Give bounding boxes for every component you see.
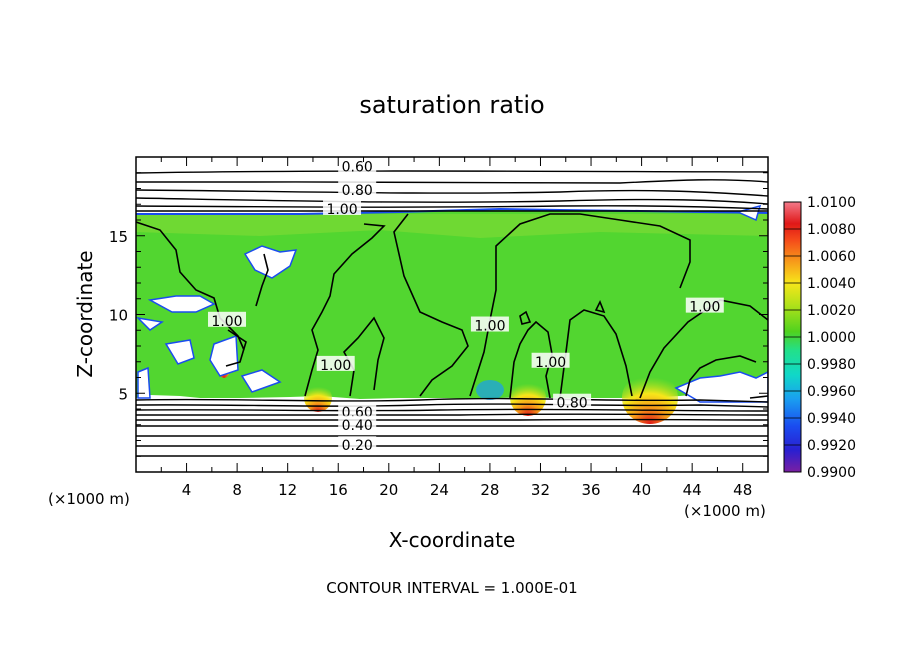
- contour-label-bg: [531, 352, 570, 368]
- x-tick-label: 16: [329, 481, 348, 499]
- dry-patch-1: [243, 245, 298, 279]
- contour-label-bg: [338, 415, 377, 431]
- contour-label-bg: [553, 393, 592, 409]
- dry-patch-5: [209, 334, 239, 377]
- contour-label: 1.00: [535, 355, 566, 371]
- colorbar-tick-label: 1.0020: [807, 303, 856, 319]
- y-axis-label: Z-coordinate: [73, 250, 97, 377]
- chart-title: saturation ratio: [359, 91, 544, 119]
- colorbar-tick-label: 0.9940: [807, 411, 856, 427]
- contour-interval-footer: CONTOUR INTERVAL = 1.000E-01: [326, 579, 577, 597]
- x-axis-unit-right: (×1000 m): [684, 502, 766, 520]
- contour-labels: 0.600.801.001.001.001.001.001.000.800.60…: [208, 157, 724, 454]
- colorbar-ticks: 0.9900 0.9920 0.9940 0.9960 0.9980 1.0000 1.00…: [784, 195, 856, 481]
- contour-label: 0.80: [556, 396, 587, 412]
- x-tick-label: 40: [632, 481, 651, 499]
- colorbar-tick-label: 1.0040: [807, 276, 856, 292]
- x-tick-label: 28: [480, 481, 499, 499]
- cool-patch: [476, 380, 504, 400]
- dry-patch-9: [674, 371, 768, 403]
- contour-label: 0.40: [342, 418, 373, 434]
- colorbar-tick-label: 0.9960: [807, 384, 856, 400]
- y-tick-label: 5: [118, 385, 128, 403]
- dry-patch-7: [137, 366, 151, 399]
- colorbar-tick-label: 0.9900: [807, 465, 856, 481]
- contour-label-bg: [338, 181, 377, 197]
- dry-patch-3: [136, 316, 164, 331]
- plume-1: [622, 372, 678, 424]
- x-tick-label: 44: [683, 481, 702, 499]
- dry-patch-8: [735, 204, 762, 222]
- contour-label: 1.00: [320, 358, 351, 374]
- contour-label: 1.00: [211, 314, 242, 330]
- colorbar-tick-label: 1.0060: [807, 249, 856, 265]
- x-tick-label: 20: [379, 481, 398, 499]
- y-axis: 5 10 15: [109, 156, 768, 473]
- x-tick-label: 12: [278, 481, 297, 499]
- colorbar: 0.9900 0.9920 0.9940 0.9960 0.9980 1.0000 1.00…: [783, 195, 856, 481]
- y-tick-label: 10: [109, 307, 128, 325]
- x-axis-unit-left: (×1000 m): [48, 490, 130, 508]
- y-tick-label: 15: [109, 228, 128, 246]
- x-tick-label: 32: [531, 481, 550, 499]
- colorbar-tick-label: 0.9980: [807, 357, 856, 373]
- x-tick-label: 24: [430, 481, 449, 499]
- x-tick-label: 48: [733, 481, 752, 499]
- plot-area: [136, 157, 768, 472]
- x-tick-label: 36: [581, 481, 600, 499]
- x-axis: 4 8 12 16 20 24 28 32 36 40 44 48: [135, 157, 769, 499]
- contour-label: 0.20: [342, 438, 373, 454]
- top-boundary-rim: [136, 207, 768, 215]
- x-tick-label: 4: [182, 481, 192, 499]
- colorbar-tick-label: 1.0000: [807, 330, 856, 346]
- contour-label: 0.80: [342, 183, 373, 199]
- plume-3: [304, 384, 332, 412]
- colorbar-tick-label: 0.9920: [807, 438, 856, 454]
- contour-label-bg: [338, 403, 377, 419]
- colorbar-tick-label: 1.0100: [807, 195, 856, 211]
- x-tick-label: 8: [232, 481, 242, 499]
- contour-label-bg: [316, 355, 355, 371]
- contour-label-bg: [470, 316, 509, 332]
- contour-label-bg: [685, 297, 724, 313]
- x-axis-label: X-coordinate: [389, 528, 516, 552]
- field-light-band: [136, 214, 768, 238]
- contour-label-bg: [323, 199, 362, 215]
- contour-label-bg: [338, 436, 377, 452]
- contour-lines-upper: [136, 170, 768, 212]
- dry-patch-6: [240, 369, 282, 393]
- colorbar-tick-label: 1.0080: [807, 222, 856, 238]
- dry-patch-4: [164, 339, 195, 365]
- contour-label: 1.00: [474, 319, 505, 335]
- plume-2: [510, 380, 546, 416]
- contour-label: 1.00: [689, 300, 720, 316]
- dry-patch-2: [147, 295, 216, 313]
- contour-lines-1-00: [136, 213, 768, 399]
- contour-label-bg: [338, 157, 377, 173]
- contour-label: 0.60: [342, 159, 373, 175]
- contour-lines-lower: [136, 397, 768, 457]
- contour-label-bg: [208, 311, 247, 327]
- contour-label: 1.00: [326, 202, 357, 218]
